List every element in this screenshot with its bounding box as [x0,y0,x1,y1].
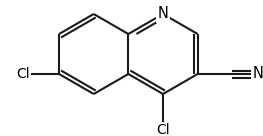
Text: Cl: Cl [156,123,170,136]
Text: Cl: Cl [16,67,30,81]
Text: N: N [158,7,168,21]
Text: N: N [252,67,263,81]
